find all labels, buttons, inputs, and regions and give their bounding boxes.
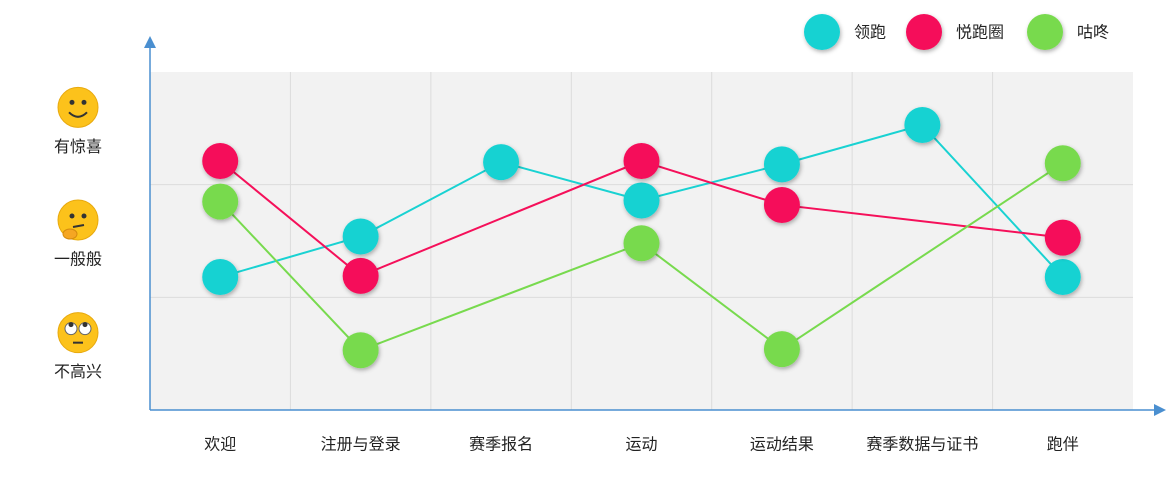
data-point	[763, 331, 800, 368]
data-point	[342, 257, 379, 294]
legend-label: 领跑	[854, 23, 886, 42]
x-tick-label: 跑伴	[1047, 435, 1079, 454]
legend-swatch	[906, 14, 942, 50]
data-point	[623, 225, 660, 262]
legend-label: 悦跑圈	[956, 23, 1004, 42]
emoji-face	[57, 312, 99, 354]
emoji-mouth	[68, 111, 88, 118]
emoji-eye	[69, 213, 75, 219]
x-tick-label: 赛季数据与证书	[866, 435, 978, 454]
data-point	[623, 143, 660, 180]
data-point	[1044, 259, 1081, 296]
data-point	[763, 186, 800, 223]
y-tick-label: 有惊喜	[54, 137, 102, 156]
legend-swatch	[1027, 14, 1063, 50]
emoji	[57, 199, 99, 241]
emoji-hand	[62, 228, 78, 240]
data-point	[202, 259, 239, 296]
emoji-pupil	[82, 322, 88, 328]
y-tick-label: 一般般	[54, 250, 102, 269]
data-point	[1044, 145, 1081, 182]
emoji-pupil	[68, 322, 74, 328]
emoji-face	[57, 86, 99, 128]
x-tick-label: 运动	[625, 435, 657, 454]
data-point	[202, 143, 239, 180]
x-tick-label: 赛季报名	[469, 435, 533, 454]
data-point	[202, 183, 239, 220]
y-tick-label: 不高兴	[54, 362, 102, 381]
data-point	[623, 182, 660, 219]
data-point	[342, 332, 379, 369]
x-tick-label: 欢迎	[204, 435, 236, 454]
data-point	[483, 144, 520, 181]
data-point	[342, 218, 379, 255]
x-tick-label: 注册与登录	[321, 435, 401, 454]
emoji-eye	[69, 99, 75, 105]
data-point	[904, 106, 941, 143]
emoji-eye	[81, 99, 87, 105]
x-tick-label: 运动结果	[750, 435, 814, 454]
data-point	[1044, 219, 1081, 256]
data-point	[763, 146, 800, 183]
legend-label: 咕咚	[1077, 23, 1109, 42]
emoji-eye	[81, 213, 87, 219]
emoji-mouth	[72, 224, 85, 228]
legend-swatch	[804, 14, 840, 50]
emoji	[57, 312, 99, 354]
emoji	[57, 86, 99, 128]
